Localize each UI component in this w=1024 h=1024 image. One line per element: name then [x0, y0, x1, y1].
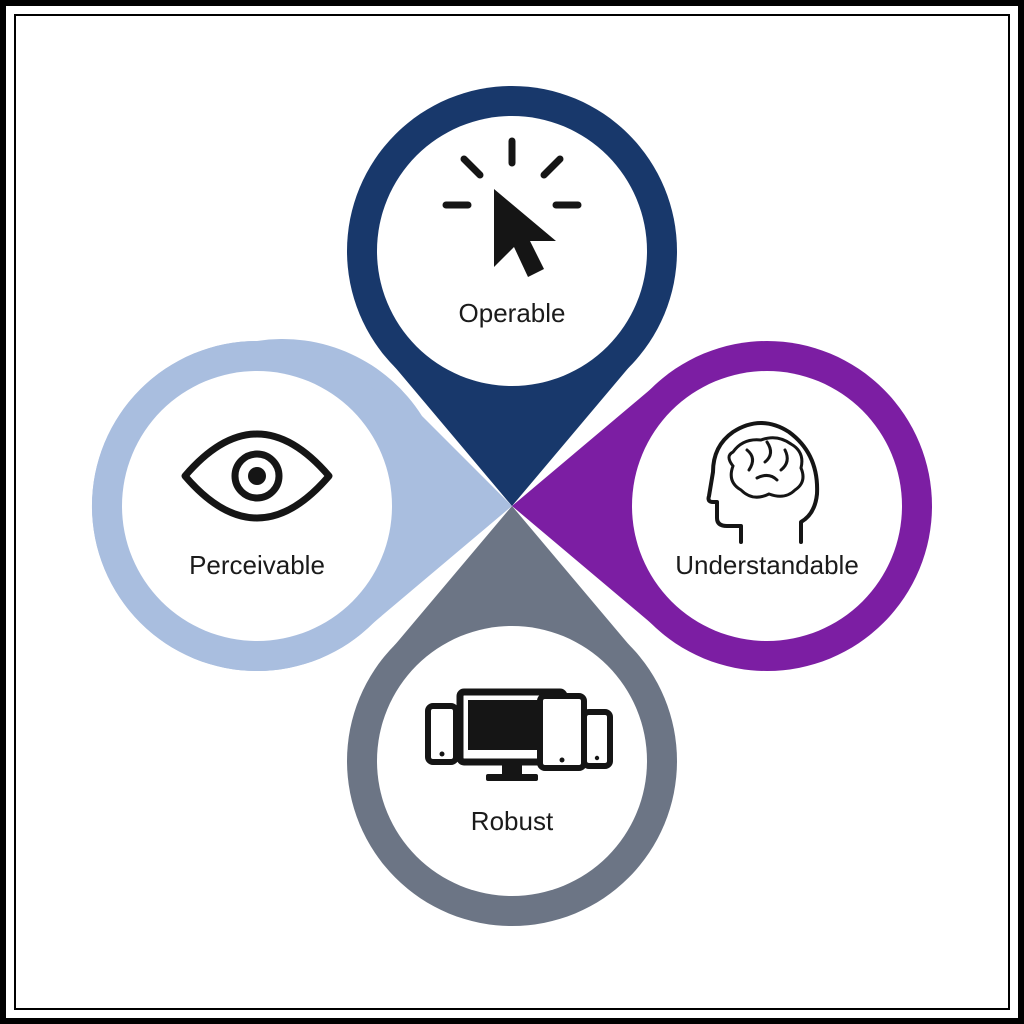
- outer-frame: Operable Perceivable Understandable Robu…: [0, 0, 1024, 1024]
- pour-diagram: [16, 16, 1010, 1010]
- petal-top-label: Operable: [402, 298, 622, 329]
- petal-left-label: Perceivable: [147, 550, 367, 581]
- inner-frame: Operable Perceivable Understandable Robu…: [14, 14, 1010, 1010]
- petal-right-label: Understandable: [657, 550, 877, 581]
- petal-bottom-label: Robust: [402, 806, 622, 837]
